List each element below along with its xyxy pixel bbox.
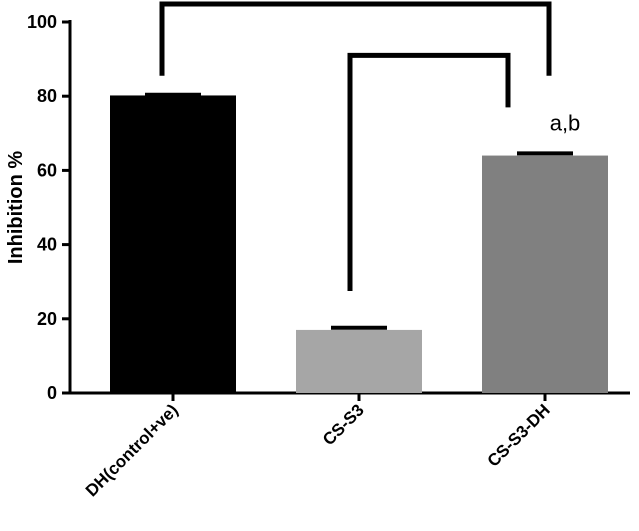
y-tick-label: 20	[37, 309, 57, 329]
x-tick-label: DH(control+ve)	[82, 400, 182, 500]
y-tick-label: 60	[37, 160, 57, 180]
significance-bracket	[159, 1, 552, 76]
y-tick-label: 40	[37, 235, 57, 255]
bars	[110, 92, 608, 393]
x-tick-label: CS-S3-DH	[484, 400, 554, 470]
y-tick-label: 100	[27, 12, 57, 32]
x-tick-label: CS-S3	[319, 400, 368, 449]
y-axis-label: Inhibition %	[5, 151, 27, 265]
bar	[110, 95, 236, 393]
significance-brackets	[159, 1, 552, 291]
bar-annotation: a,b	[550, 111, 581, 136]
bar	[482, 155, 608, 393]
y-tick-label: 80	[37, 86, 57, 106]
bar	[296, 329, 422, 393]
y-tick-label: 0	[47, 383, 57, 403]
significance-bracket	[347, 52, 511, 291]
